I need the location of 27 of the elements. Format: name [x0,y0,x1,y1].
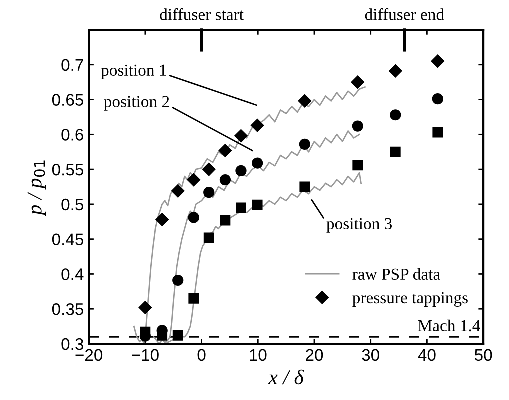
x-tick-label: 20 [306,349,324,362]
y-tick-label: 0.6 [62,129,84,141]
legend-label: raw PSP data [352,268,440,280]
y-tick-label: 0.55 [52,164,84,176]
y-tick-label: 0.45 [52,234,84,246]
annotation: position 2 [104,96,170,111]
x-tick-label: 30 [362,349,380,362]
y-tick-label: 0.35 [52,304,84,316]
legend-label: pressure tappings [352,292,468,308]
x-tick-label: 50 [474,349,492,362]
y-tick-label: 0.4 [62,268,84,280]
ref-line-label: diffuser start [160,8,244,20]
x-tick-label: 10 [250,349,267,362]
x-tick-label: 0 [198,349,206,362]
y-tick-label: 0.65 [52,94,84,106]
y-axis-title: p / p$_{01}$ [28,160,46,216]
ref-line-label: Mach 1.4 [418,320,480,332]
ref-line-label: diffuser end [365,8,444,20]
y-tick-label: 0.5 [62,198,84,211]
annotation: position 1 [101,64,166,80]
x-tick-label: −20 [76,349,103,362]
annotation: position 3 [326,218,392,233]
x-axis-title: x / δ [268,370,304,385]
x-tick-label: 40 [418,349,436,362]
y-tick-label: 0.7 [62,59,84,72]
y-tick-label: 0.3 [62,338,84,350]
x-tick-label: −10 [132,349,159,362]
